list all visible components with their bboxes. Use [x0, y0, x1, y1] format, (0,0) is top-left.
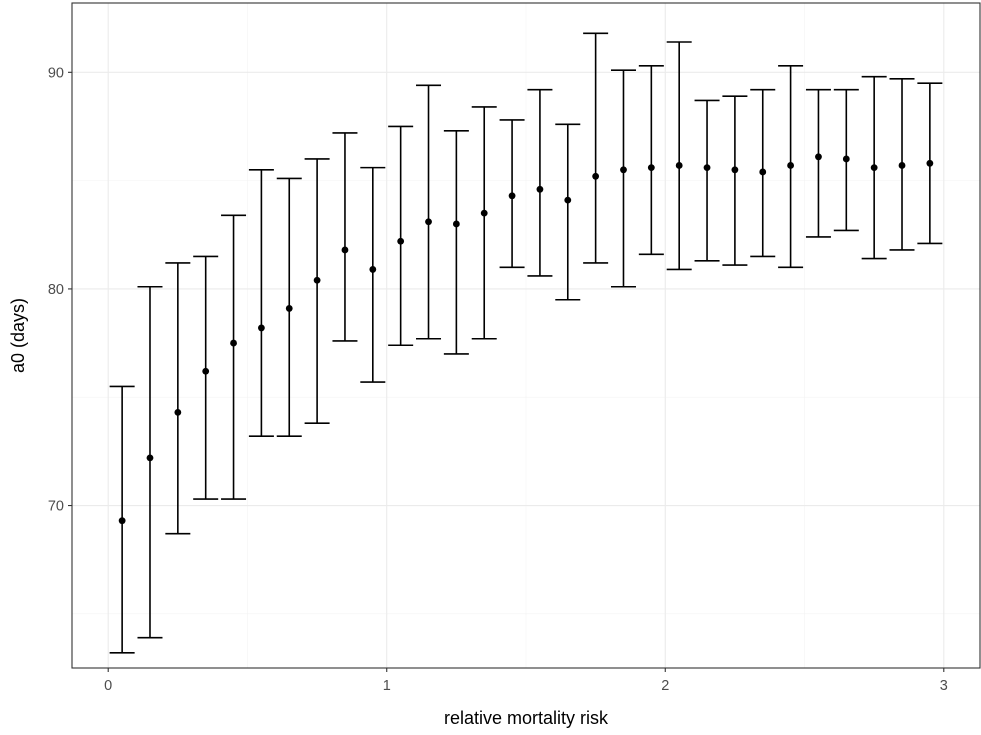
- tick-labels: 0 1 2 3 70 80 90: [48, 65, 948, 694]
- data-point: [703, 164, 711, 172]
- data-point: [675, 162, 683, 169]
- data-point: [257, 324, 265, 332]
- data-point: [369, 266, 377, 273]
- data-point: [564, 196, 572, 204]
- error-bar: [137, 285, 163, 639]
- error-bar: [694, 99, 720, 262]
- data-point: [870, 164, 878, 172]
- data-point: [425, 218, 432, 226]
- data-point: [759, 168, 767, 176]
- axis-ticks: [68, 71, 945, 672]
- data-point: [452, 220, 460, 228]
- data-point: [731, 166, 739, 174]
- data-point: [815, 153, 822, 161]
- error-bar: [248, 168, 274, 438]
- error-bar: [638, 65, 664, 256]
- error-bar: [193, 255, 219, 500]
- data-point: [787, 162, 795, 169]
- error-bar: [610, 69, 636, 288]
- error-bar: [388, 125, 414, 347]
- error-bar: [527, 88, 553, 277]
- error-bar: [805, 88, 831, 238]
- data-point: [480, 209, 488, 217]
- data-point: [118, 517, 126, 525]
- error-bar: [555, 123, 581, 301]
- y-axis-title: a0 (days): [8, 298, 28, 373]
- error-bar: [583, 32, 609, 264]
- error-bar: [443, 130, 469, 355]
- data-points: [118, 153, 934, 525]
- x-tick-label: 1: [383, 678, 391, 694]
- error-bar: [165, 262, 191, 535]
- grid: [72, 3, 980, 668]
- panel-border: [71, 2, 981, 669]
- data-point: [592, 172, 600, 180]
- error-bar: [416, 84, 442, 340]
- data-point: [842, 155, 850, 163]
- data-point: [926, 159, 934, 167]
- error-bar: [666, 41, 692, 271]
- data-point: [285, 305, 293, 312]
- error-bar: [360, 166, 386, 383]
- x-tick-label: 0: [104, 678, 112, 694]
- data-point: [397, 237, 405, 245]
- y-tick-label: 80: [48, 282, 64, 298]
- error-bar: [332, 132, 358, 342]
- data-point: [898, 162, 906, 169]
- y-tick-label: 90: [48, 65, 64, 81]
- x-axis-title: relative mortality risk: [444, 708, 609, 728]
- data-point: [313, 276, 321, 284]
- data-point: [536, 185, 544, 193]
- error-bar: [221, 214, 247, 500]
- data-point: [230, 339, 237, 347]
- data-point: [202, 367, 210, 375]
- error-bar: [471, 106, 497, 340]
- y-tick-label: 70: [48, 499, 64, 515]
- x-tick-label: 3: [940, 678, 948, 694]
- data-point: [620, 166, 627, 174]
- error-bars: [109, 32, 943, 654]
- data-point: [174, 408, 182, 416]
- error-bar: [304, 158, 330, 425]
- data-point: [341, 246, 349, 254]
- error-bar: [722, 95, 748, 266]
- data-point: [647, 164, 655, 172]
- data-point: [508, 192, 516, 200]
- data-point: [146, 454, 154, 462]
- x-tick-label: 2: [661, 678, 669, 694]
